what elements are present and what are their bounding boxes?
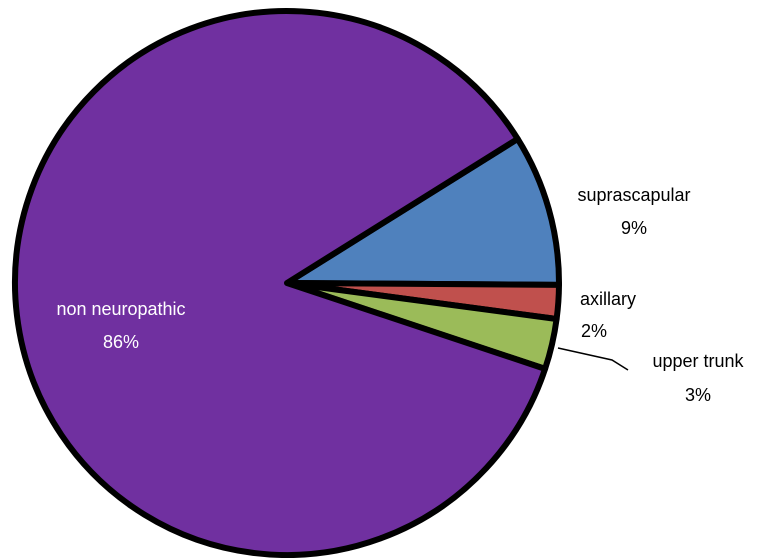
upper-trunk-leader-line — [557, 347, 629, 371]
value-suprascapular: 9% — [621, 218, 647, 238]
label-non-neuropathic: non neuropathic — [56, 299, 185, 319]
pie-slice-suprascapular — [284, 135, 562, 288]
label-axillary: axillary — [580, 289, 636, 309]
pie-slice-non-neuropathic — [12, 8, 549, 558]
value-axillary: 2% — [581, 321, 607, 341]
label-suprascapular: suprascapular — [577, 185, 690, 205]
pie-slices — [12, 8, 562, 558]
value-non-neuropathic: 86% — [103, 332, 139, 352]
label-upper-trunk: upper trunk — [652, 351, 744, 371]
value-upper-trunk: 3% — [685, 385, 711, 405]
